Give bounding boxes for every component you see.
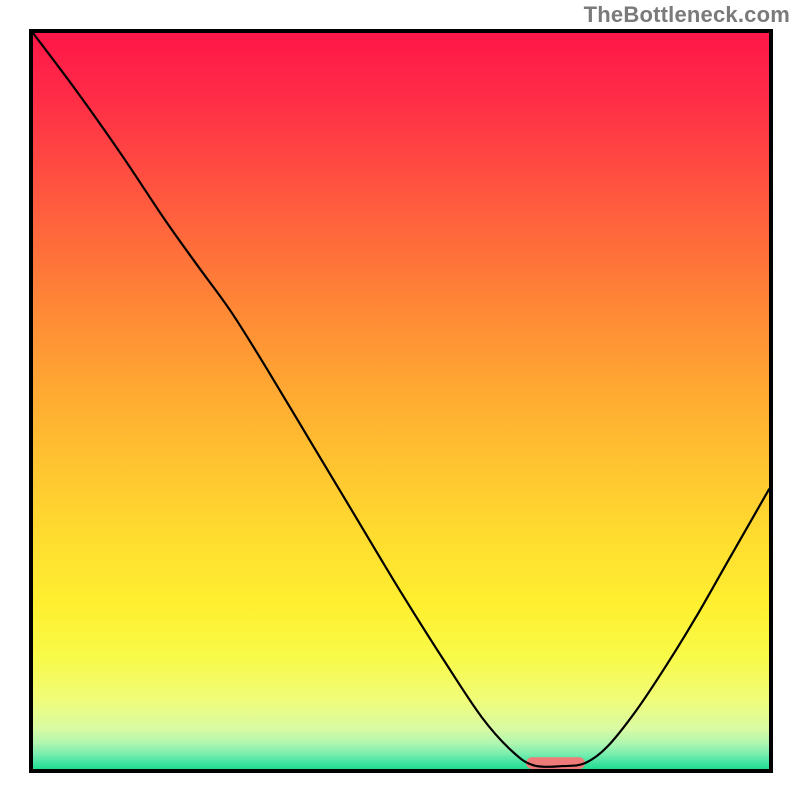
- watermark-text: TheBottleneck.com: [584, 2, 790, 28]
- gradient-background: [33, 33, 769, 769]
- plot-area: [29, 29, 773, 773]
- plot-svg: [29, 29, 773, 773]
- chart-container: TheBottleneck.com: [0, 0, 800, 800]
